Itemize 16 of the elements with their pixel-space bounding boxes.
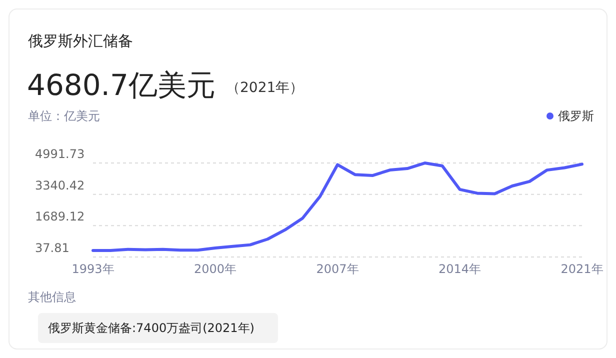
y-axis-title: 单位：亿美元 bbox=[28, 109, 100, 123]
text: （2021年） bbox=[226, 80, 304, 96]
legend-label: 俄罗斯 bbox=[558, 109, 594, 123]
chart-title: 俄罗斯外汇储备 bbox=[28, 32, 133, 50]
x-tick-label: 2000年 bbox=[194, 262, 237, 276]
text: 其他信息 bbox=[28, 290, 76, 304]
y-tick-label: 3340.42 bbox=[35, 178, 85, 192]
x-tick-label: 2014年 bbox=[438, 262, 482, 276]
y-tick-label: 1689.12 bbox=[35, 210, 85, 224]
x-tick-label: 2021年 bbox=[560, 262, 604, 276]
y-tick-label: 4991.73 bbox=[35, 147, 85, 161]
x-tick-label: 1993年 bbox=[72, 262, 114, 276]
chart-subtitle: 4680.7亿美元 bbox=[27, 68, 216, 102]
text: 俄罗斯黄金储备:7400万盎司(2021年) bbox=[48, 321, 254, 335]
y-tick-label: 37.81 bbox=[35, 241, 70, 255]
x-tick-label: 2007年 bbox=[316, 262, 359, 276]
